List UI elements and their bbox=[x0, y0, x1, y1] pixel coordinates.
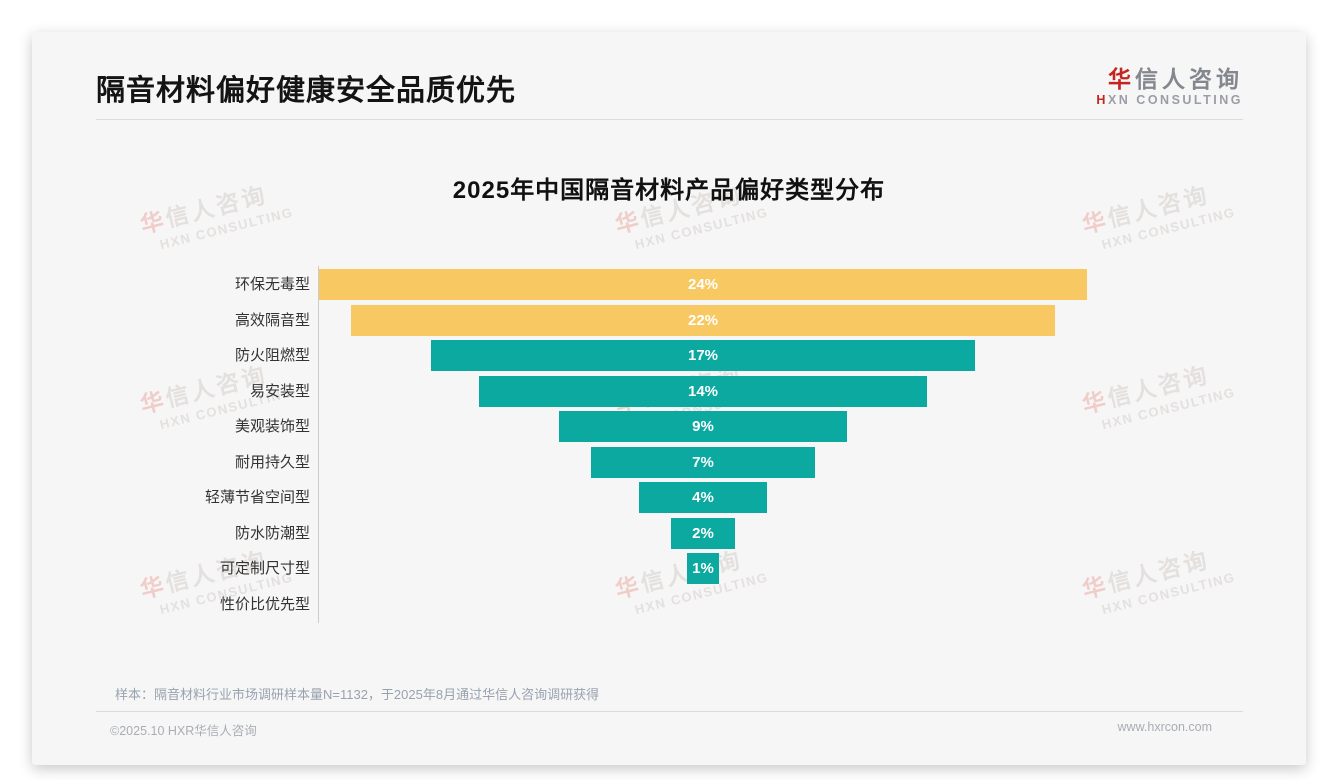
logo-chinese-text: 华信人咨询 bbox=[1108, 65, 1243, 92]
bar: 2% bbox=[671, 518, 735, 549]
company-logo: 华信人咨询 HXN CONSULTING bbox=[1096, 65, 1243, 108]
category-label: 轻薄节省空间型 bbox=[204, 489, 310, 506]
watermark-en: HXN CONSULTING bbox=[158, 204, 295, 253]
category-label: 耐用持久型 bbox=[234, 454, 310, 471]
page-title: 隔音材料偏好健康安全品质优先 bbox=[96, 74, 517, 107]
sample-footnote: 样本：隔音材料行业市场调研样本量N=1132，于2025年8月通过华信人咨询调研… bbox=[115, 687, 600, 702]
bar: 22% bbox=[351, 305, 1055, 336]
chart-axis-line bbox=[318, 266, 319, 623]
category-label: 可定制尺寸型 bbox=[219, 560, 310, 577]
bar: 24% bbox=[319, 269, 1087, 300]
category-label: 防火阻燃型 bbox=[234, 347, 310, 364]
category-label: 美观装饰型 bbox=[234, 418, 310, 435]
category-label: 环保无毒型 bbox=[234, 276, 310, 293]
category-label: 防水防潮型 bbox=[234, 525, 310, 542]
bar: 9% bbox=[559, 411, 847, 442]
category-label: 高效隔音型 bbox=[234, 312, 310, 329]
footer-divider bbox=[96, 711, 1243, 712]
website-url: www.hxrcon.com bbox=[1117, 720, 1212, 734]
report-card: 华信人咨询 HXN CONSULTING 华信人咨询 HXN CONSULTING 华信… bbox=[32, 32, 1306, 765]
bar: 1% bbox=[687, 553, 719, 584]
funnel-chart: 环保无毒型 24% 高效隔音型 22% 防火阻燃型 17% 易安装型 14% 美观装饰型 9% 耐用… bbox=[32, 266, 1306, 625]
watermark-en: HXN CONSULTING bbox=[1100, 204, 1237, 253]
category-label: 易安装型 bbox=[249, 383, 310, 400]
bar: 7% bbox=[591, 447, 815, 478]
bar: 4% bbox=[639, 482, 767, 513]
chart-title: 2025年中国隔音材料产品偏好类型分布 bbox=[452, 177, 886, 204]
logo-english-text: HXN CONSULTING bbox=[1096, 93, 1243, 108]
watermark-en: HXN CONSULTING bbox=[633, 204, 770, 253]
copyright-text: ©2025.10 HXR华信人咨询 bbox=[110, 724, 257, 738]
category-label: 性价比优先型 bbox=[219, 596, 310, 613]
bar: 17% bbox=[431, 340, 975, 371]
bar: 14% bbox=[479, 376, 927, 407]
page-header: 隔音材料偏好健康安全品质优先 华信人咨询 HXN CONSULTING bbox=[96, 32, 1243, 120]
